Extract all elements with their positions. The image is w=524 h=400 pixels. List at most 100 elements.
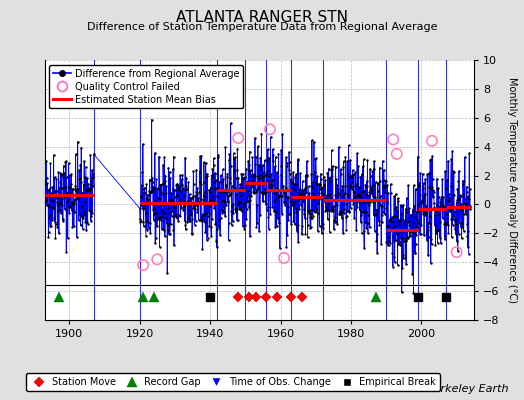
Point <box>287 178 296 185</box>
Point <box>443 177 451 184</box>
Point <box>320 182 329 188</box>
Point <box>298 231 306 238</box>
Point <box>374 218 383 224</box>
Point <box>171 194 179 200</box>
Point <box>271 224 279 230</box>
Point <box>52 176 60 182</box>
Point <box>447 206 456 212</box>
Point <box>347 186 356 192</box>
Point <box>332 176 341 182</box>
Point <box>81 174 89 181</box>
Point <box>198 246 206 252</box>
Point <box>144 196 152 203</box>
Point <box>178 172 187 178</box>
Point <box>313 180 321 187</box>
Point <box>69 186 77 192</box>
Point <box>229 201 237 207</box>
Point <box>203 234 212 241</box>
Point <box>324 216 332 223</box>
Point <box>63 198 71 205</box>
Point <box>315 190 323 196</box>
Point <box>366 173 375 179</box>
Point <box>58 202 67 209</box>
Point <box>276 193 284 199</box>
Point <box>257 130 266 137</box>
Point <box>399 252 407 258</box>
Point <box>237 170 246 177</box>
Point <box>416 192 424 198</box>
Point <box>137 182 146 188</box>
Point <box>456 202 465 209</box>
Point <box>291 205 300 212</box>
Point <box>179 206 188 213</box>
Point <box>162 183 170 190</box>
Point <box>336 171 345 178</box>
Point <box>229 210 237 217</box>
Point <box>168 208 177 214</box>
Point <box>81 187 90 193</box>
Point <box>307 223 315 230</box>
Point <box>136 218 145 224</box>
Point <box>381 182 389 188</box>
Point <box>46 160 54 166</box>
Point <box>204 213 212 219</box>
Point <box>250 189 258 195</box>
Point <box>250 173 259 180</box>
Point <box>434 227 443 233</box>
Point <box>305 210 313 216</box>
Point <box>73 138 82 145</box>
Point <box>205 203 214 209</box>
Point <box>186 194 194 201</box>
Point <box>310 169 319 176</box>
Point <box>159 227 168 234</box>
Point <box>205 186 213 193</box>
Point <box>464 251 473 257</box>
Point <box>75 167 83 174</box>
Point <box>242 181 250 188</box>
Point <box>142 181 150 188</box>
Point <box>343 208 352 214</box>
Point <box>413 219 422 226</box>
Point <box>206 184 215 191</box>
Point <box>157 181 166 188</box>
Point <box>395 219 403 225</box>
Point <box>85 184 93 191</box>
Point <box>269 152 278 159</box>
Point <box>234 197 243 204</box>
Point <box>411 250 419 256</box>
Point <box>406 229 414 235</box>
Point <box>300 206 308 212</box>
Point <box>376 202 385 208</box>
Point <box>236 192 245 198</box>
Point <box>431 212 440 218</box>
Point <box>372 211 380 218</box>
Point <box>195 199 203 206</box>
Point <box>197 196 205 202</box>
Point <box>148 179 157 186</box>
Point <box>323 170 332 176</box>
Point <box>457 206 466 213</box>
Point <box>463 221 472 228</box>
Text: Difference of Station Temperature Data from Regional Average: Difference of Station Temperature Data f… <box>87 22 437 32</box>
Point <box>249 189 258 195</box>
Point <box>156 214 165 220</box>
Point <box>217 198 226 204</box>
Point <box>315 180 323 187</box>
Point <box>351 206 359 212</box>
Point <box>249 190 258 196</box>
Point <box>225 192 234 198</box>
Point <box>200 212 209 219</box>
Point <box>450 192 458 198</box>
Point <box>171 204 180 211</box>
Point <box>256 212 264 218</box>
Point <box>47 204 56 210</box>
Point <box>257 188 265 195</box>
Point <box>385 218 394 224</box>
Point <box>67 190 75 196</box>
Point <box>42 197 50 203</box>
Point <box>73 192 81 199</box>
Point <box>45 214 53 220</box>
Point <box>46 222 54 229</box>
Point <box>355 191 363 197</box>
Point <box>254 179 262 186</box>
